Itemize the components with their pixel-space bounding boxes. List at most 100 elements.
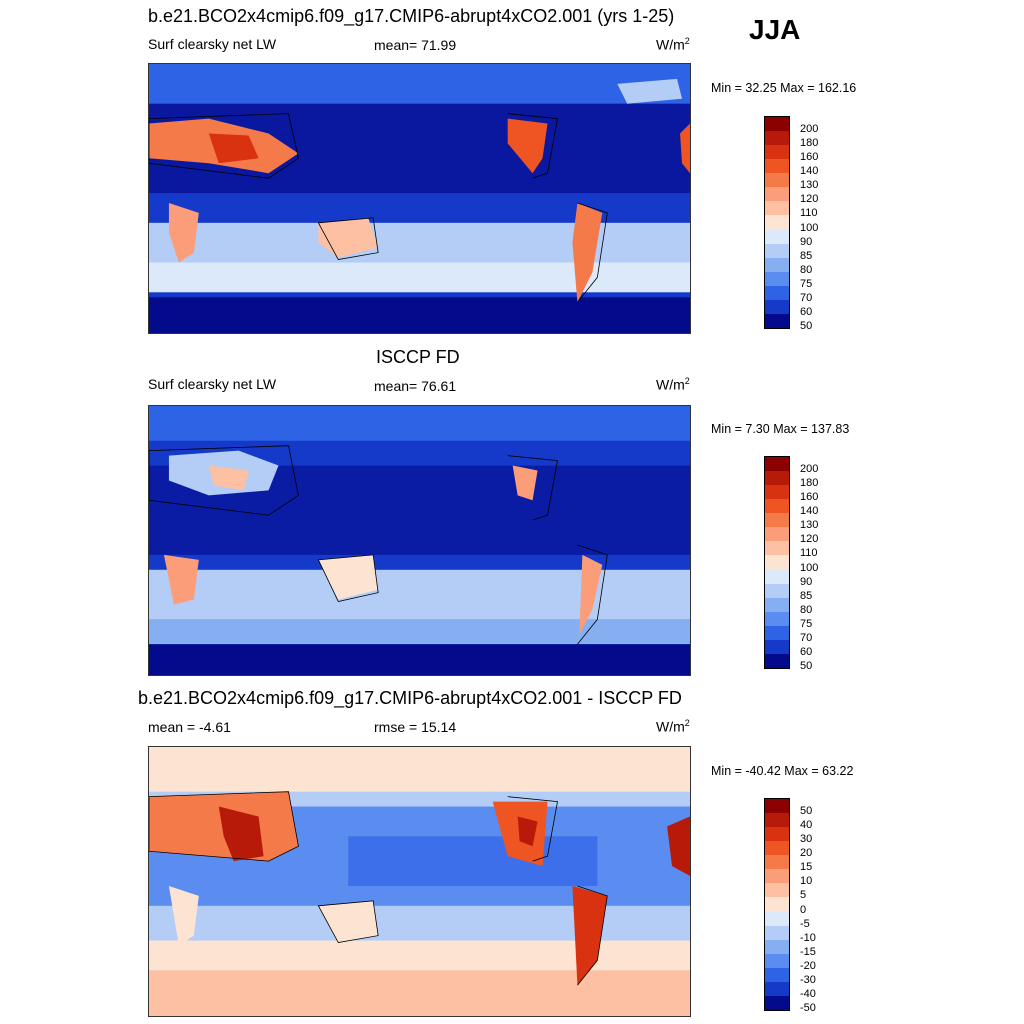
colorbar-swatch	[765, 229, 789, 244]
colorbar-tick-label: -15	[800, 945, 816, 958]
colorbar-swatch	[765, 541, 789, 556]
panel2-title: ISCCP FD	[376, 347, 460, 367]
colorbar-swatch	[765, 569, 789, 584]
colorbar-tick-label: 100	[800, 561, 819, 574]
colorbar-tick-label: -50	[800, 1002, 816, 1014]
colorbar-tick-label: 50	[800, 805, 813, 818]
colorbar-swatch	[765, 159, 789, 174]
colorbar-swatch	[765, 883, 789, 898]
panel3-colorbar	[764, 798, 790, 1011]
colorbar-tick-label: 130	[800, 179, 819, 192]
colorbar-tick-label: 75	[800, 617, 813, 630]
colorbar-swatch	[765, 939, 789, 954]
colorbar-tick-label: 130	[800, 519, 819, 532]
colorbar-tick-label: 90	[800, 235, 813, 248]
colorbar-swatch	[765, 173, 789, 188]
panel2-mean: mean= 76.61	[374, 378, 457, 394]
colorbar-swatch	[765, 257, 789, 272]
panel2-variable: Surf clearsky net LW	[148, 376, 277, 392]
colorbar-tick-label: 70	[800, 631, 813, 644]
panel2-map-svg	[149, 406, 690, 675]
colorbar-swatch	[765, 653, 789, 668]
colorbar-tick-label: 180	[800, 477, 819, 490]
colorbar-swatch	[765, 925, 789, 940]
colorbar-tick-label: 50	[800, 320, 813, 332]
colorbar-swatch	[765, 625, 789, 640]
panel3-minmax: Min = -40.42 Max = 63.22	[711, 764, 854, 778]
panel1-variable: Surf clearsky net LW	[148, 36, 277, 52]
colorbar-tick-label: 90	[800, 575, 813, 588]
panel1-mean: mean= 71.99	[374, 37, 457, 53]
colorbar-tick-label: 200	[800, 463, 819, 476]
colorbar-tick-label: -40	[800, 987, 816, 1000]
colorbar-tick-label: 140	[800, 505, 819, 518]
colorbar-swatch	[765, 869, 789, 884]
colorbar-swatch	[765, 117, 789, 132]
colorbar-tick-label: 200	[800, 123, 819, 136]
panel3-map-svg	[149, 747, 690, 1016]
colorbar-tick-label: -20	[800, 959, 816, 972]
colorbar-tick-label: 0	[800, 903, 807, 916]
colorbar-tick-label: 60	[800, 645, 813, 658]
colorbar-swatch	[765, 555, 789, 570]
colorbar-tick-label: 160	[800, 491, 819, 504]
panel2-map	[148, 405, 691, 676]
colorbar-tick-label: 160	[800, 151, 819, 164]
colorbar-swatch	[765, 131, 789, 146]
colorbar-swatch	[765, 583, 789, 598]
colorbar-tick-label: 80	[800, 603, 813, 616]
colorbar-tick-label: 180	[800, 137, 819, 150]
colorbar-swatch	[765, 953, 789, 968]
panel3-units: W/m2	[656, 718, 690, 735]
colorbar-swatch	[765, 271, 789, 286]
panel1-map	[148, 63, 691, 334]
colorbar-swatch	[765, 911, 789, 926]
colorbar-tick-label: 20	[800, 847, 813, 860]
colorbar-swatch	[765, 471, 789, 486]
colorbar-swatch	[765, 299, 789, 314]
colorbar-swatch	[765, 527, 789, 542]
panel2-units: W/m2	[656, 376, 690, 393]
colorbar-swatch	[765, 499, 789, 514]
colorbar-swatch	[765, 967, 789, 982]
colorbar-tick-label: 50	[800, 660, 813, 672]
colorbar-tick-label: 5	[800, 889, 807, 902]
colorbar-tick-label: 110	[800, 207, 818, 220]
panel1-minmax: Min = 32.25 Max = 162.16	[711, 81, 857, 95]
panel3-map	[148, 746, 691, 1017]
colorbar-tick-label: 85	[800, 249, 813, 262]
colorbar-swatch	[765, 611, 789, 626]
colorbar-tick-label: 120	[800, 193, 819, 206]
panel1-title: b.e21.BCO2x4cmip6.f09_g17.CMIP6-abrupt4x…	[148, 6, 675, 26]
colorbar-swatch	[765, 841, 789, 856]
colorbar-tick-label: -5	[800, 917, 810, 930]
colorbar-tick-label: 85	[800, 589, 813, 602]
colorbar-tick-label: 80	[800, 263, 813, 276]
colorbar-tick-label: 10	[800, 875, 813, 888]
colorbar-swatch	[765, 513, 789, 528]
colorbar-swatch	[765, 313, 789, 328]
panel2-minmax: Min = 7.30 Max = 137.83	[711, 422, 850, 436]
panel1-map-svg	[149, 64, 690, 333]
panel2-colorbar	[764, 456, 790, 669]
colorbar-tick-label: 40	[800, 819, 813, 832]
season-label: JJA	[749, 14, 801, 45]
colorbar-tick-label: 120	[800, 533, 819, 546]
colorbar-swatch	[765, 799, 789, 814]
colorbar-swatch	[765, 243, 789, 258]
colorbar-swatch	[765, 457, 789, 472]
colorbar-swatch	[765, 639, 789, 654]
colorbar-swatch	[765, 897, 789, 912]
colorbar-swatch	[765, 995, 789, 1010]
colorbar-tick-label: 30	[800, 833, 813, 846]
colorbar-swatch	[765, 813, 789, 828]
colorbar-swatch	[765, 187, 789, 202]
colorbar-swatch	[765, 597, 789, 612]
colorbar-swatch	[765, 485, 789, 500]
colorbar-swatch	[765, 855, 789, 870]
colorbar-tick-label: 70	[800, 291, 813, 304]
colorbar-tick-label: 140	[800, 165, 819, 178]
colorbar-tick-label: 110	[800, 547, 818, 560]
colorbar-swatch	[765, 981, 789, 996]
colorbar-tick-label: -30	[800, 973, 816, 986]
